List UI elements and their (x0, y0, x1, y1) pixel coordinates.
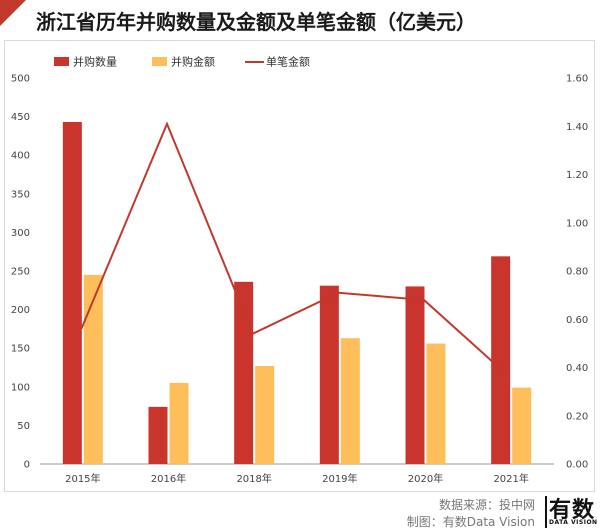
logo-subtext: DATA VISION (549, 519, 598, 526)
x-tick-label: 2020年 (408, 472, 443, 485)
legend-label-amount: 并购金额 (171, 55, 215, 69)
legend-swatch-amount (152, 57, 167, 66)
brand-logo: 有数 DATA VISION (545, 494, 599, 530)
y-right-tick-label: 1.60 (566, 74, 588, 85)
y-right-tick-label: 0.80 (566, 267, 588, 278)
y-right-tick-label: 0.60 (566, 315, 588, 326)
source-note: 数据来源：投中网 (438, 498, 535, 512)
chart-frame (4, 40, 595, 492)
legend-label-per-deal: 单笔金额 (266, 55, 310, 69)
bar-count (491, 256, 511, 464)
y-left-tick-label: 450 (11, 112, 30, 123)
title-bar: 浙江省历年并购数量及金额及单笔金额（亿美元） (0, 0, 601, 40)
logo-divider (545, 496, 547, 528)
y-left-tick-label: 250 (11, 267, 30, 278)
bar-count (62, 122, 82, 464)
bar-count (234, 281, 254, 464)
bar-amount (255, 365, 275, 464)
line-per-deal (80, 121, 511, 378)
bar-count (319, 285, 339, 464)
credit-note: 制图：有数Data Vision (406, 515, 535, 529)
y-left-tick-label: 350 (11, 189, 30, 200)
title-accent-triangle (0, 0, 26, 26)
logo-text: 有数 (549, 498, 596, 523)
y-left-tick-label: 200 (11, 305, 30, 316)
y-right-tick-label: 1.20 (566, 170, 588, 181)
bar-amount (512, 387, 532, 464)
bar-amount (169, 382, 189, 464)
y-right-tick-label: 0.20 (566, 411, 588, 422)
y-right-tick-label: 0.00 (566, 460, 588, 471)
y-right-tick-label: 1.40 (566, 122, 588, 133)
chart-title: 浙江省历年并购数量及金额及单笔金额（亿美元） (36, 10, 476, 34)
y-right-tick-label: 0.40 (566, 363, 588, 374)
y-right-tick-label: 1.00 (566, 218, 588, 229)
y-left-tick-label: 150 (11, 344, 30, 355)
y-left-tick-label: 400 (11, 151, 30, 162)
legend-label-count: 并购数量 (73, 55, 117, 69)
y-left-tick-label: 300 (11, 228, 30, 239)
x-tick-label: 2015年 (65, 472, 100, 485)
bar-amount (340, 338, 360, 464)
y-left-tick-label: 50 (17, 421, 30, 432)
x-tick-label: 2021年 (493, 472, 528, 485)
bar-count (148, 406, 168, 464)
y-left-tick-label: 100 (11, 382, 30, 393)
y-left-tick-label: 500 (11, 74, 30, 85)
bar-amount (426, 343, 446, 464)
x-tick-label: 2016年 (151, 472, 186, 485)
bar-count (405, 286, 425, 464)
legend-swatch-count (54, 57, 69, 66)
x-tick-label: 2019年 (322, 472, 357, 485)
bar-amount (83, 274, 103, 464)
x-tick-label: 2018年 (236, 472, 271, 485)
y-left-tick-label: 0 (24, 460, 30, 471)
